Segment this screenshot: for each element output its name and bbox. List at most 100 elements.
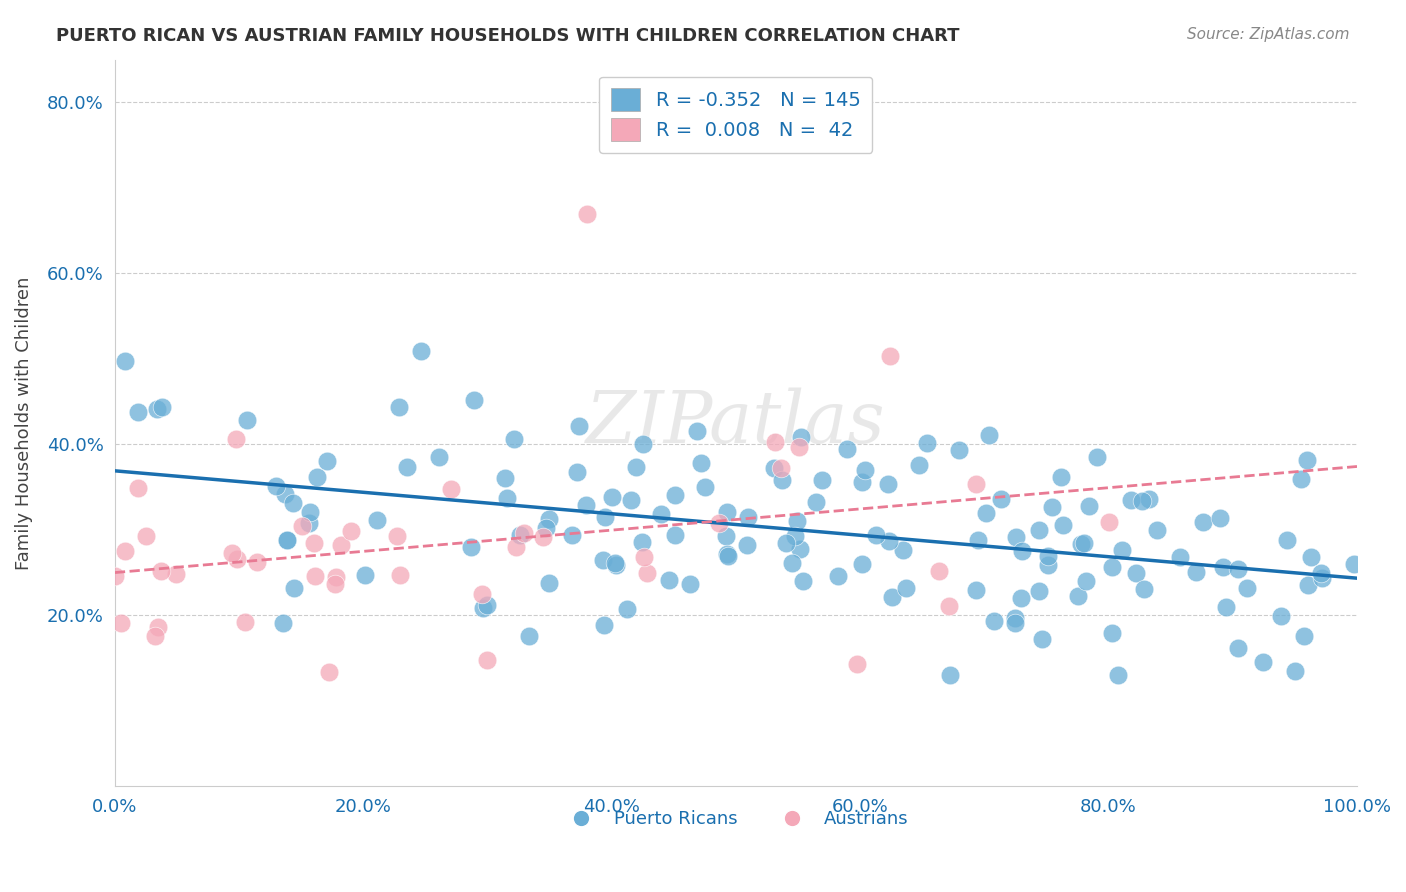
Point: [965, 583, 987, 598]
Point: [1301, 549, 1323, 564]
Point: [716, 505, 738, 519]
Point: [1310, 571, 1333, 585]
Point: [1170, 550, 1192, 565]
Point: [494, 470, 516, 484]
Point: [298, 516, 321, 530]
Point: [114, 543, 136, 558]
Point: [879, 349, 901, 363]
Point: [1052, 518, 1074, 533]
Point: [503, 432, 526, 446]
Point: [965, 477, 987, 491]
Point: [664, 528, 686, 542]
Point: [1011, 543, 1033, 558]
Point: [1049, 470, 1071, 484]
Point: [939, 668, 962, 682]
Point: [1040, 500, 1063, 515]
Point: [600, 491, 623, 505]
Point: [770, 461, 793, 475]
Point: [537, 512, 560, 526]
Point: [283, 496, 305, 510]
Point: [225, 432, 247, 446]
Point: [146, 402, 169, 417]
Point: [811, 474, 834, 488]
Point: [1236, 582, 1258, 596]
Point: [114, 353, 136, 368]
Point: [633, 550, 655, 565]
Point: [686, 424, 709, 438]
Point: [592, 553, 614, 567]
Point: [146, 620, 169, 634]
Point: [1343, 557, 1365, 571]
Point: [1296, 453, 1319, 467]
Point: [340, 524, 363, 538]
Point: [1005, 530, 1028, 544]
Point: [1076, 574, 1098, 589]
Point: [806, 495, 828, 509]
Point: [679, 577, 702, 591]
Point: [787, 440, 810, 454]
Point: [846, 657, 869, 671]
Point: [1284, 664, 1306, 678]
Point: [246, 556, 269, 570]
Point: [477, 599, 499, 613]
Point: [714, 529, 737, 543]
Point: [636, 566, 658, 580]
Point: [531, 530, 554, 544]
Point: [325, 570, 347, 584]
Point: [633, 437, 655, 451]
Point: [1031, 632, 1053, 646]
Point: [1212, 560, 1234, 574]
Point: [1146, 523, 1168, 537]
Point: [789, 542, 811, 557]
Point: [316, 454, 339, 468]
Point: [1010, 591, 1032, 605]
Point: [1130, 494, 1153, 508]
Point: [517, 629, 540, 643]
Y-axis label: Family Households with Children: Family Households with Children: [15, 277, 32, 570]
Point: [689, 456, 711, 470]
Point: [664, 488, 686, 502]
Point: [974, 506, 997, 520]
Point: [1028, 523, 1050, 537]
Point: [472, 601, 495, 615]
Point: [1227, 562, 1250, 576]
Point: [475, 653, 498, 667]
Point: [593, 617, 616, 632]
Point: [891, 543, 914, 558]
Point: [411, 343, 433, 358]
Point: [150, 401, 173, 415]
Point: [1078, 499, 1101, 513]
Point: [427, 450, 450, 465]
Point: [775, 536, 797, 550]
Point: [388, 400, 411, 414]
Point: [1119, 492, 1142, 507]
Point: [827, 568, 849, 582]
Point: [1184, 565, 1206, 579]
Point: [658, 573, 681, 587]
Point: [1098, 516, 1121, 530]
Point: [221, 546, 243, 560]
Point: [1028, 584, 1050, 599]
Point: [512, 526, 534, 541]
Point: [104, 569, 127, 583]
Point: [366, 513, 388, 527]
Point: [127, 482, 149, 496]
Point: [780, 556, 803, 570]
Point: [110, 615, 132, 630]
Point: [1004, 611, 1026, 625]
Legend: Puerto Ricans, Austrians: Puerto Ricans, Austrians: [555, 803, 915, 836]
Point: [389, 568, 412, 582]
Point: [575, 498, 598, 512]
Point: [1310, 566, 1333, 580]
Point: [1215, 599, 1237, 614]
Text: Source: ZipAtlas.com: Source: ZipAtlas.com: [1187, 27, 1350, 42]
Point: [1067, 589, 1090, 603]
Point: [276, 533, 298, 548]
Point: [460, 540, 482, 554]
Point: [1036, 549, 1059, 564]
Point: [851, 558, 873, 572]
Point: [471, 586, 494, 600]
Point: [983, 614, 1005, 628]
Text: ZIPatlas: ZIPatlas: [586, 388, 886, 458]
Point: [505, 541, 527, 555]
